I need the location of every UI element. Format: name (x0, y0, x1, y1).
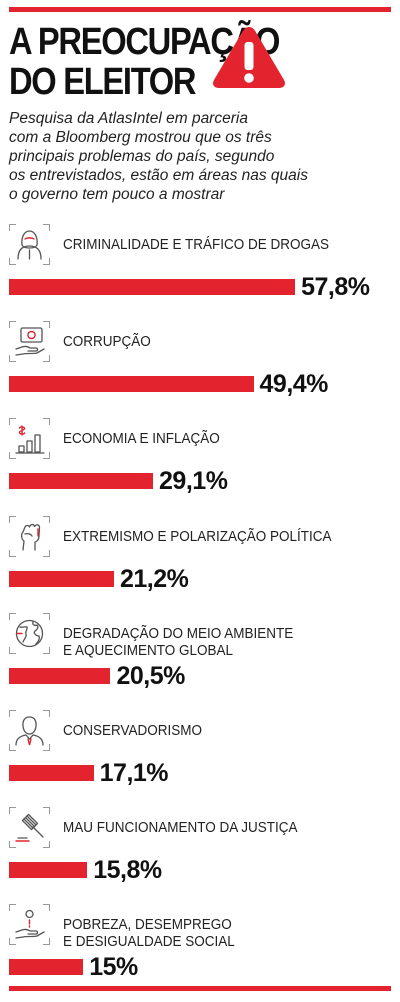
value-label: 15,8% (93, 856, 162, 885)
raised-fist-icon (9, 515, 50, 557)
man-suit-icon (9, 710, 50, 751)
subtitle-line: os entrevistados, estão em áreas nas qua… (9, 167, 308, 184)
value-label: 20,5% (116, 661, 185, 690)
category-label: ECONOMIA E INFLAÇÃO (63, 430, 220, 448)
chart-item: POBREZA, DESEMPREGO E DESIGUALDADE SOCIA… (0, 904, 400, 1002)
coin-hand-icon (9, 904, 50, 946)
value-label: 17,1% (99, 759, 169, 787)
category-label: CONSERVADORISMO (63, 722, 203, 739)
category-label: EXTREMISMO E POLARIZAÇÃO POLÍTICA (63, 527, 332, 545)
bar (9, 376, 254, 393)
value-label: 49,4% (259, 370, 329, 399)
top-rule (9, 7, 391, 12)
category-label: CRIMINALIDADE E TRÁFICO DE DROGAS (63, 236, 330, 253)
category-label: CORRUPÇÃO (63, 333, 151, 351)
warning-icon (213, 27, 285, 88)
bar (9, 570, 114, 587)
chart-item: MAU FUNCIONAMENTO DA JUSTIÇA 15,8% (0, 807, 400, 905)
bar (9, 473, 154, 490)
bar (9, 862, 88, 879)
value-label: 57,8% (301, 273, 370, 301)
title-line: DO ELEITOR (9, 61, 197, 103)
gavel-icon (9, 807, 50, 849)
subtitle-line: principais problemas do país, segundo (9, 148, 275, 165)
category-label: POBREZA, DESEMPREGO E DESIGUALDADE SOCIA… (63, 916, 235, 951)
bar (9, 279, 296, 295)
category-label: DEGRADAÇÃO DO MEIO AMBIENTE E AQUECIMENT… (63, 624, 294, 659)
subtitle: Pesquisa da AtlasIntel em parceria com a… (9, 109, 394, 204)
bar (9, 959, 84, 976)
globe-icon (9, 612, 50, 654)
category-label: MAU FUNCIONAMENTO DA JUSTIÇA (63, 819, 298, 837)
subtitle-line: Pesquisa da AtlasIntel em parceria (9, 110, 248, 127)
money-hand-icon (9, 321, 50, 363)
chart-item: CORRUPÇÃO 49,4% (0, 321, 400, 419)
coin-bar-chart-icon (9, 418, 50, 460)
value-label: 29,1% (159, 467, 228, 496)
value-label: 21,2% (119, 564, 189, 593)
bottom-rule (9, 986, 391, 991)
bar (9, 765, 94, 781)
chart-item: CONSERVADORISMO 17,1% (0, 710, 400, 808)
hooded-figure-icon (9, 224, 50, 265)
value-label: 15% (89, 953, 138, 982)
subtitle-line: com a Bloomberg mostrou que os três (9, 129, 272, 146)
bar (9, 667, 111, 684)
chart-item: EXTREMISMO E POLARIZAÇÃO POLÍTICA 21,2% (0, 515, 400, 614)
chart-item: ECONOMIA E INFLAÇÃO 29,1% (0, 418, 400, 516)
chart-item: DEGRADAÇÃO DO MEIO AMBIENTE E AQUECIMENT… (0, 612, 400, 711)
subtitle-line: o governo tem pouco a mostrar (9, 186, 225, 203)
chart-item: CRIMINALIDADE E TRÁFICO DE DROGAS 57,8% (0, 224, 400, 322)
